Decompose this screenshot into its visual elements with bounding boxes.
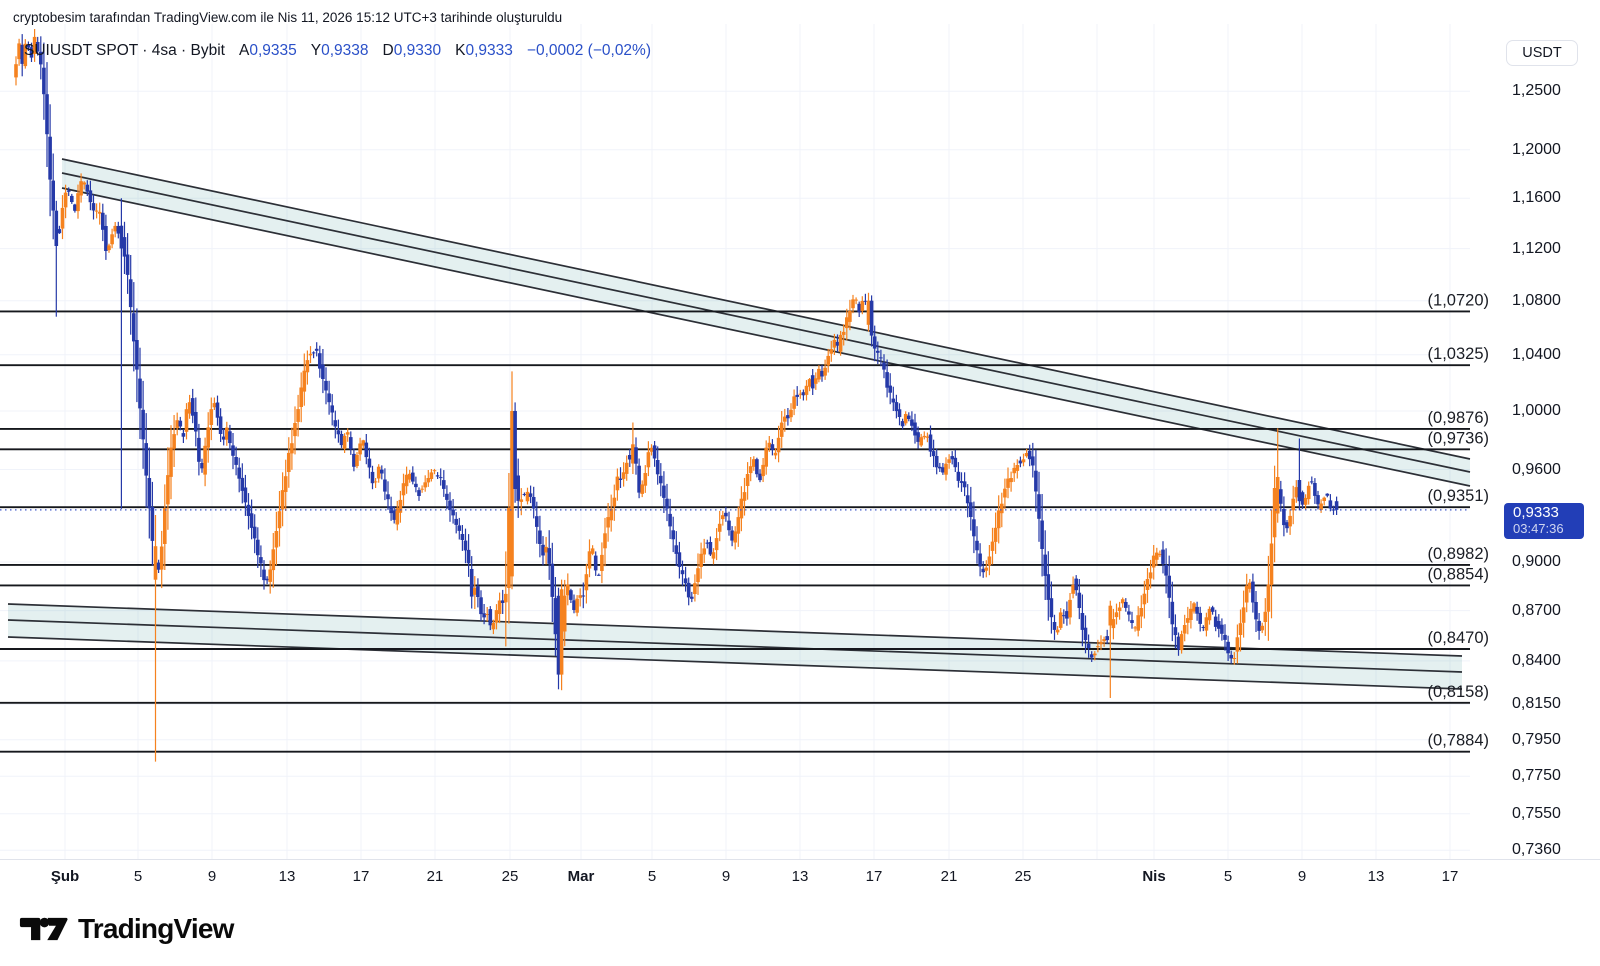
price-tick-label: 1,2500 <box>1512 82 1561 99</box>
price-level-lines[interactable] <box>0 310 1470 753</box>
price-tick-label: 1,2000 <box>1512 141 1561 158</box>
time-tick-label: Şub <box>50 868 80 885</box>
ohlc-item: A0,9335 <box>238 42 297 59</box>
svg-text:(0,9876): (0,9876) <box>1428 409 1489 427</box>
price-tick-label: 0,8150 <box>1512 695 1561 712</box>
ohlc-values: A0,9335 Y0,9338 D0,9330 K0,9333 <box>239 42 513 60</box>
time-tick-label: 9 <box>1297 868 1307 885</box>
ohlc-item: Y0,9338 <box>310 42 369 59</box>
time-tick-label: 13 <box>1367 868 1385 885</box>
tradingview-logo[interactable]: TradingView <box>19 912 234 946</box>
price-tick-label: 0,8400 <box>1512 652 1561 669</box>
time-tick-label: 9 <box>721 868 731 885</box>
time-tick-label: 25 <box>1014 868 1032 885</box>
ohlc-item: K0,9333 <box>455 42 513 59</box>
attribution-text: cryptobesim tarafından TradingView.com i… <box>13 10 563 25</box>
badge-countdown: 03:47:36 <box>1513 521 1564 536</box>
time-tick-label: Mar <box>567 868 595 885</box>
time-tick-label: 9 <box>207 868 217 885</box>
price-tick-label: 0,7550 <box>1512 805 1561 822</box>
price-tick-label: 1,0800 <box>1512 292 1561 309</box>
svg-text:(0,8854): (0,8854) <box>1428 565 1489 583</box>
candles-layer <box>14 29 1339 762</box>
svg-text:(0,9351): (0,9351) <box>1428 487 1489 505</box>
price-tick-label: 1,0400 <box>1512 346 1561 363</box>
time-tick-label: 5 <box>647 868 657 885</box>
svg-text:(0,7884): (0,7884) <box>1428 732 1489 750</box>
price-tick-label: 0,8700 <box>1512 602 1561 619</box>
time-tick-label: 17 <box>1441 868 1459 885</box>
price-level-labels: (1,0720) (1,0325) (0,9876) (0,9736) (0,9351)… <box>1428 291 1489 749</box>
svg-text:(0,9736): (0,9736) <box>1428 429 1489 447</box>
svg-text:(0,8982): (0,8982) <box>1428 545 1489 563</box>
symbol-legend: SUIUSDT SPOT · 4sa · Bybit A0,9335 Y0,933… <box>24 42 651 60</box>
parallel-channel-drawings[interactable] <box>7 158 1471 690</box>
price-tick-label: 0,7750 <box>1512 767 1561 784</box>
tradingview-logo-icon <box>19 917 68 941</box>
price-tick-label: 0,9600 <box>1512 461 1561 478</box>
svg-text:(0,8470): (0,8470) <box>1428 629 1489 647</box>
price-tick-label: 1,0000 <box>1512 402 1561 419</box>
time-tick-label: 21 <box>426 868 444 885</box>
time-tick-label: 17 <box>865 868 883 885</box>
price-tick-label: 0,7360 <box>1512 841 1561 858</box>
currency-button[interactable]: USDT <box>1506 40 1578 66</box>
price-tick-label: 1,1600 <box>1512 189 1561 206</box>
time-tick-label: Nis <box>1142 868 1166 885</box>
time-tick-label: 13 <box>791 868 809 885</box>
time-tick-label: 13 <box>278 868 296 885</box>
time-tick-label: 21 <box>940 868 958 885</box>
price-tick-label: 0,9000 <box>1512 553 1561 570</box>
svg-text:(1,0325): (1,0325) <box>1428 345 1489 363</box>
time-tick-label: 5 <box>1223 868 1233 885</box>
time-tick-label: 17 <box>352 868 370 885</box>
price-tick-label: 1,1200 <box>1512 240 1561 257</box>
price-tick-label: 0,7950 <box>1512 731 1561 748</box>
change-value: −0,0002 (−0,02%) <box>526 42 651 59</box>
tradingview-wordmark: TradingView <box>78 913 234 944</box>
ohlc-item: D0,9330 <box>382 42 442 59</box>
svg-text:(0,8158): (0,8158) <box>1428 683 1489 701</box>
current-price-badge: 0,9333 03:47:36 <box>1504 503 1584 539</box>
time-axis-separator <box>0 859 1600 860</box>
time-tick-label: 5 <box>133 868 143 885</box>
grid-lines <box>0 24 1470 859</box>
time-tick-label: 25 <box>501 868 519 885</box>
symbol-title: SUIUSDT SPOT · 4sa · Bybit <box>24 42 225 59</box>
svg-text:(1,0720): (1,0720) <box>1428 291 1489 309</box>
badge-price: 0,9333 <box>1513 504 1559 521</box>
